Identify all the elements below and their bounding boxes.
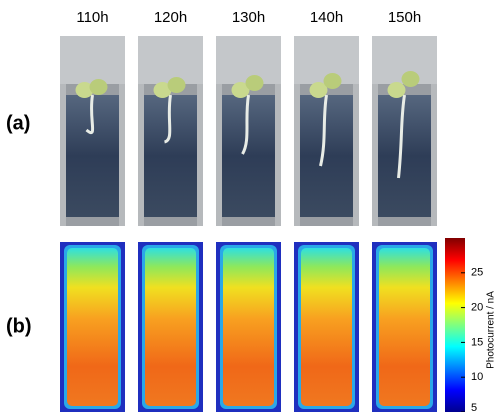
photocurrent-map — [294, 242, 359, 412]
colorbar-tick-label: 15 — [471, 336, 483, 348]
seedling-photo — [216, 36, 281, 226]
leaf — [90, 79, 108, 95]
photo-edge-r — [431, 84, 437, 226]
photo-edge-r — [197, 84, 203, 226]
photo-edge-l — [138, 84, 144, 226]
seedling-photo — [372, 36, 437, 226]
map-core — [67, 248, 118, 406]
leaf — [324, 73, 342, 89]
photocurrent-map — [138, 242, 203, 412]
photo-water — [378, 95, 431, 217]
colorbar-tick-label: 25 — [471, 267, 483, 279]
seedling-photo — [294, 36, 359, 226]
photo-edge-l — [294, 84, 300, 226]
column-label: 120h — [154, 9, 187, 26]
row-label: (a) — [6, 112, 30, 134]
leaf — [168, 77, 186, 93]
column-label: 110h — [76, 9, 108, 26]
colorbar-title: Photocurrent / nA — [486, 291, 497, 369]
row-label: (b) — [6, 315, 32, 337]
seedling-photo — [60, 36, 125, 226]
photo-edge-l — [60, 84, 66, 226]
map-core — [301, 248, 352, 406]
colorbar — [445, 238, 465, 412]
photo-edge-r — [353, 84, 359, 226]
map-core — [379, 248, 430, 406]
photocurrent-map — [216, 242, 281, 412]
column-label: 130h — [232, 9, 265, 26]
map-core — [223, 248, 274, 406]
leaf — [246, 75, 264, 91]
leaf — [402, 71, 420, 87]
photocurrent-map — [372, 242, 437, 412]
photo-edge-l — [216, 84, 222, 226]
colorbar-tick-label: 5 — [471, 402, 477, 412]
photo-top — [60, 36, 125, 84]
column-label: 150h — [388, 9, 421, 26]
photocurrent-map — [60, 242, 125, 412]
photo-water — [300, 95, 353, 217]
column-label: 140h — [310, 9, 343, 26]
photo-edge-r — [275, 84, 281, 226]
colorbar-tick-label: 20 — [471, 302, 483, 314]
photo-top — [138, 36, 203, 84]
figure: 110h 120h 130h 140h 150h (a) (b) 25 20 15 10 5 Photo… — [0, 0, 498, 412]
map-core — [145, 248, 196, 406]
leaf — [388, 82, 406, 98]
seedling-photo — [138, 36, 203, 226]
photo-top — [216, 36, 281, 84]
photo-edge-r — [119, 84, 125, 226]
colorbar-tick-label: 10 — [471, 371, 483, 383]
photo-edge-l — [372, 84, 378, 226]
